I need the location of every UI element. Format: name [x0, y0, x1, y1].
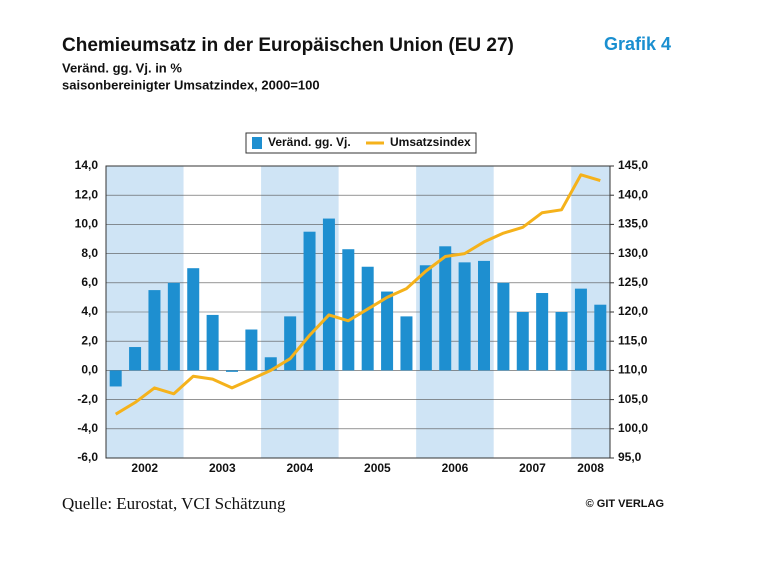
chart-title: Chemieumsatz in der Europäischen Union (… [62, 35, 514, 56]
bar [206, 314, 219, 371]
copyright: © GIT VERLAG [586, 498, 664, 510]
y2-tick-label: 110,0 [618, 363, 648, 377]
legend-swatch [252, 137, 262, 149]
y-tick-label: 14,0 [75, 158, 99, 172]
bar [555, 312, 568, 371]
y-tick-label: 12,0 [75, 187, 99, 201]
y-tick-label: 2,0 [81, 333, 98, 347]
x-tick-label: 2005 [364, 461, 391, 475]
x-tick-label: 2008 [577, 461, 604, 475]
bar [322, 218, 335, 371]
legend-label: Umsatzsindex [390, 135, 471, 149]
y2-tick-label: 95,0 [618, 450, 642, 464]
bar [574, 288, 587, 371]
bar [439, 246, 452, 371]
bar [342, 249, 355, 371]
bar [245, 329, 258, 371]
badge: Grafik 4 [604, 34, 671, 54]
y2-tick-label: 135,0 [618, 217, 648, 231]
y-tick-label: 8,0 [81, 246, 98, 260]
bar [226, 370, 238, 372]
subtitle: Veränd. gg. Vj. in % [62, 60, 182, 75]
legend-box [245, 132, 477, 154]
y-tick-label: 4,0 [81, 304, 98, 318]
bar [303, 231, 316, 371]
y2-tick-label: 105,0 [618, 392, 648, 406]
bar [187, 268, 200, 371]
y2-tick-label: 145,0 [618, 158, 648, 172]
y2-tick-label: 115,0 [618, 333, 648, 347]
plot-frame [105, 165, 611, 459]
x-tick-label: 2002 [131, 461, 158, 475]
legend-label: Veränd. gg. Vj. [268, 135, 351, 149]
y-tick-label: -4,0 [77, 421, 98, 435]
x-tick-label: 2004 [286, 461, 313, 475]
y-tick-label: -6,0 [77, 450, 98, 464]
x-tick-label: 2006 [442, 461, 469, 475]
bar [109, 370, 122, 387]
bar [148, 290, 161, 371]
bar [594, 304, 607, 371]
bar [458, 262, 471, 371]
line [114, 173, 601, 416]
source: Quelle: Eurostat, VCI Schätzung [62, 494, 286, 513]
bar [497, 282, 510, 371]
y-tick-label: 6,0 [81, 275, 98, 289]
y2-tick-label: 125,0 [618, 275, 648, 289]
bar [516, 312, 529, 371]
bar [129, 347, 142, 371]
bar [167, 282, 180, 371]
y2-tick-label: 130,0 [618, 246, 648, 260]
x-tick-label: 2003 [209, 461, 236, 475]
x-tick-label: 2007 [519, 461, 546, 475]
y2-tick-label: 140,0 [618, 187, 648, 201]
subtitle: saisonbereinigter Umsatzindex, 2000=100 [62, 77, 320, 92]
bar [361, 266, 374, 371]
bar [419, 265, 432, 371]
y-tick-label: 0,0 [81, 363, 98, 377]
y2-tick-label: 100,0 [618, 421, 648, 435]
bar [536, 293, 549, 371]
y-tick-label: -2,0 [77, 392, 98, 406]
bar [478, 260, 490, 371]
bar [381, 291, 394, 371]
y-tick-label: 10,0 [75, 217, 99, 231]
bar [400, 316, 413, 371]
y2-tick-label: 120,0 [618, 304, 648, 318]
